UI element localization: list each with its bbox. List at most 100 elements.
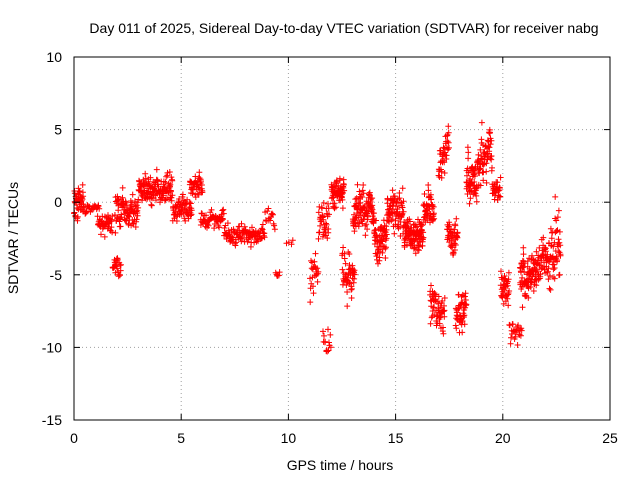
data-point xyxy=(461,293,468,300)
data-point xyxy=(196,175,203,181)
data-point xyxy=(109,213,116,220)
data-point xyxy=(135,196,142,203)
data-point xyxy=(347,280,353,287)
data-point xyxy=(95,203,102,210)
data-point xyxy=(373,217,379,224)
data-point xyxy=(477,182,484,189)
data-point xyxy=(324,348,331,355)
data-point xyxy=(400,208,407,215)
data-point xyxy=(517,332,524,339)
data-point xyxy=(199,189,206,196)
data-point xyxy=(552,193,559,200)
data-point xyxy=(351,275,358,282)
y-tick-label: -15 xyxy=(42,412,62,428)
data-point xyxy=(544,251,551,258)
data-point xyxy=(555,207,562,214)
data-point xyxy=(168,197,175,204)
data-point xyxy=(332,204,339,211)
data-point xyxy=(448,226,454,232)
data-point xyxy=(325,326,331,333)
data-point xyxy=(477,146,484,153)
data-point xyxy=(393,200,400,207)
data-point xyxy=(441,295,448,301)
data-point xyxy=(344,303,351,310)
data-point xyxy=(445,123,452,130)
data-point xyxy=(343,282,350,289)
data-point xyxy=(114,256,121,263)
data-point xyxy=(270,211,276,218)
data-point xyxy=(162,179,169,186)
data-point xyxy=(430,210,437,217)
data-point xyxy=(339,266,346,273)
data-point xyxy=(463,301,470,308)
data-point xyxy=(471,173,478,180)
data-point xyxy=(326,211,332,218)
data-point xyxy=(480,169,487,176)
data-point xyxy=(192,173,199,180)
data-point xyxy=(194,190,201,197)
data-point xyxy=(547,225,554,232)
data-point xyxy=(182,217,189,224)
data-point xyxy=(348,285,355,292)
data-point xyxy=(339,196,346,203)
data-point xyxy=(441,159,448,166)
data-point xyxy=(464,172,470,179)
data-point xyxy=(505,276,512,283)
data-point xyxy=(340,176,347,183)
data-point xyxy=(534,268,541,275)
data-point xyxy=(321,332,327,339)
data-point xyxy=(317,222,324,229)
data-point xyxy=(392,217,399,224)
data-point xyxy=(160,192,167,199)
data-point xyxy=(75,185,82,192)
data-point xyxy=(465,155,472,162)
data-point xyxy=(148,202,155,209)
data-point xyxy=(438,174,445,181)
data-point xyxy=(553,228,560,234)
data-point xyxy=(133,202,140,209)
data-point xyxy=(440,324,446,331)
data-point xyxy=(480,161,487,168)
y-tick-label: -10 xyxy=(42,339,62,355)
data-point xyxy=(188,207,195,214)
data-point xyxy=(173,218,180,224)
data-point xyxy=(316,229,323,236)
data-point xyxy=(364,213,371,220)
data-point xyxy=(504,295,511,302)
data-point xyxy=(467,195,474,202)
data-point xyxy=(462,290,469,297)
data-point xyxy=(220,210,227,217)
data-point xyxy=(315,268,322,275)
data-point xyxy=(376,254,383,261)
data-point xyxy=(311,258,318,265)
data-point xyxy=(445,139,452,146)
data-point xyxy=(265,205,272,212)
data-point xyxy=(363,221,370,228)
data-point xyxy=(148,201,155,208)
data-point xyxy=(359,194,366,200)
data-point xyxy=(427,320,434,327)
data-point xyxy=(119,194,126,201)
data-point xyxy=(556,228,563,235)
plot-frame xyxy=(73,56,611,421)
data-point xyxy=(325,347,332,354)
data-point xyxy=(196,169,203,176)
data-point xyxy=(556,239,563,246)
data-point xyxy=(453,215,460,222)
data-point xyxy=(289,237,296,244)
data-point xyxy=(480,177,487,184)
data-point xyxy=(375,260,381,267)
data-point xyxy=(169,192,176,199)
data-point xyxy=(382,255,389,261)
data-point xyxy=(315,235,322,242)
data-point xyxy=(340,181,347,188)
data-point xyxy=(470,182,476,189)
data-point xyxy=(537,271,544,277)
data-point xyxy=(508,334,514,341)
data-point xyxy=(547,286,554,293)
data-point xyxy=(478,119,485,126)
data-point xyxy=(129,191,136,198)
data-point xyxy=(241,223,248,230)
data-point xyxy=(391,230,398,237)
data-point xyxy=(261,234,268,241)
